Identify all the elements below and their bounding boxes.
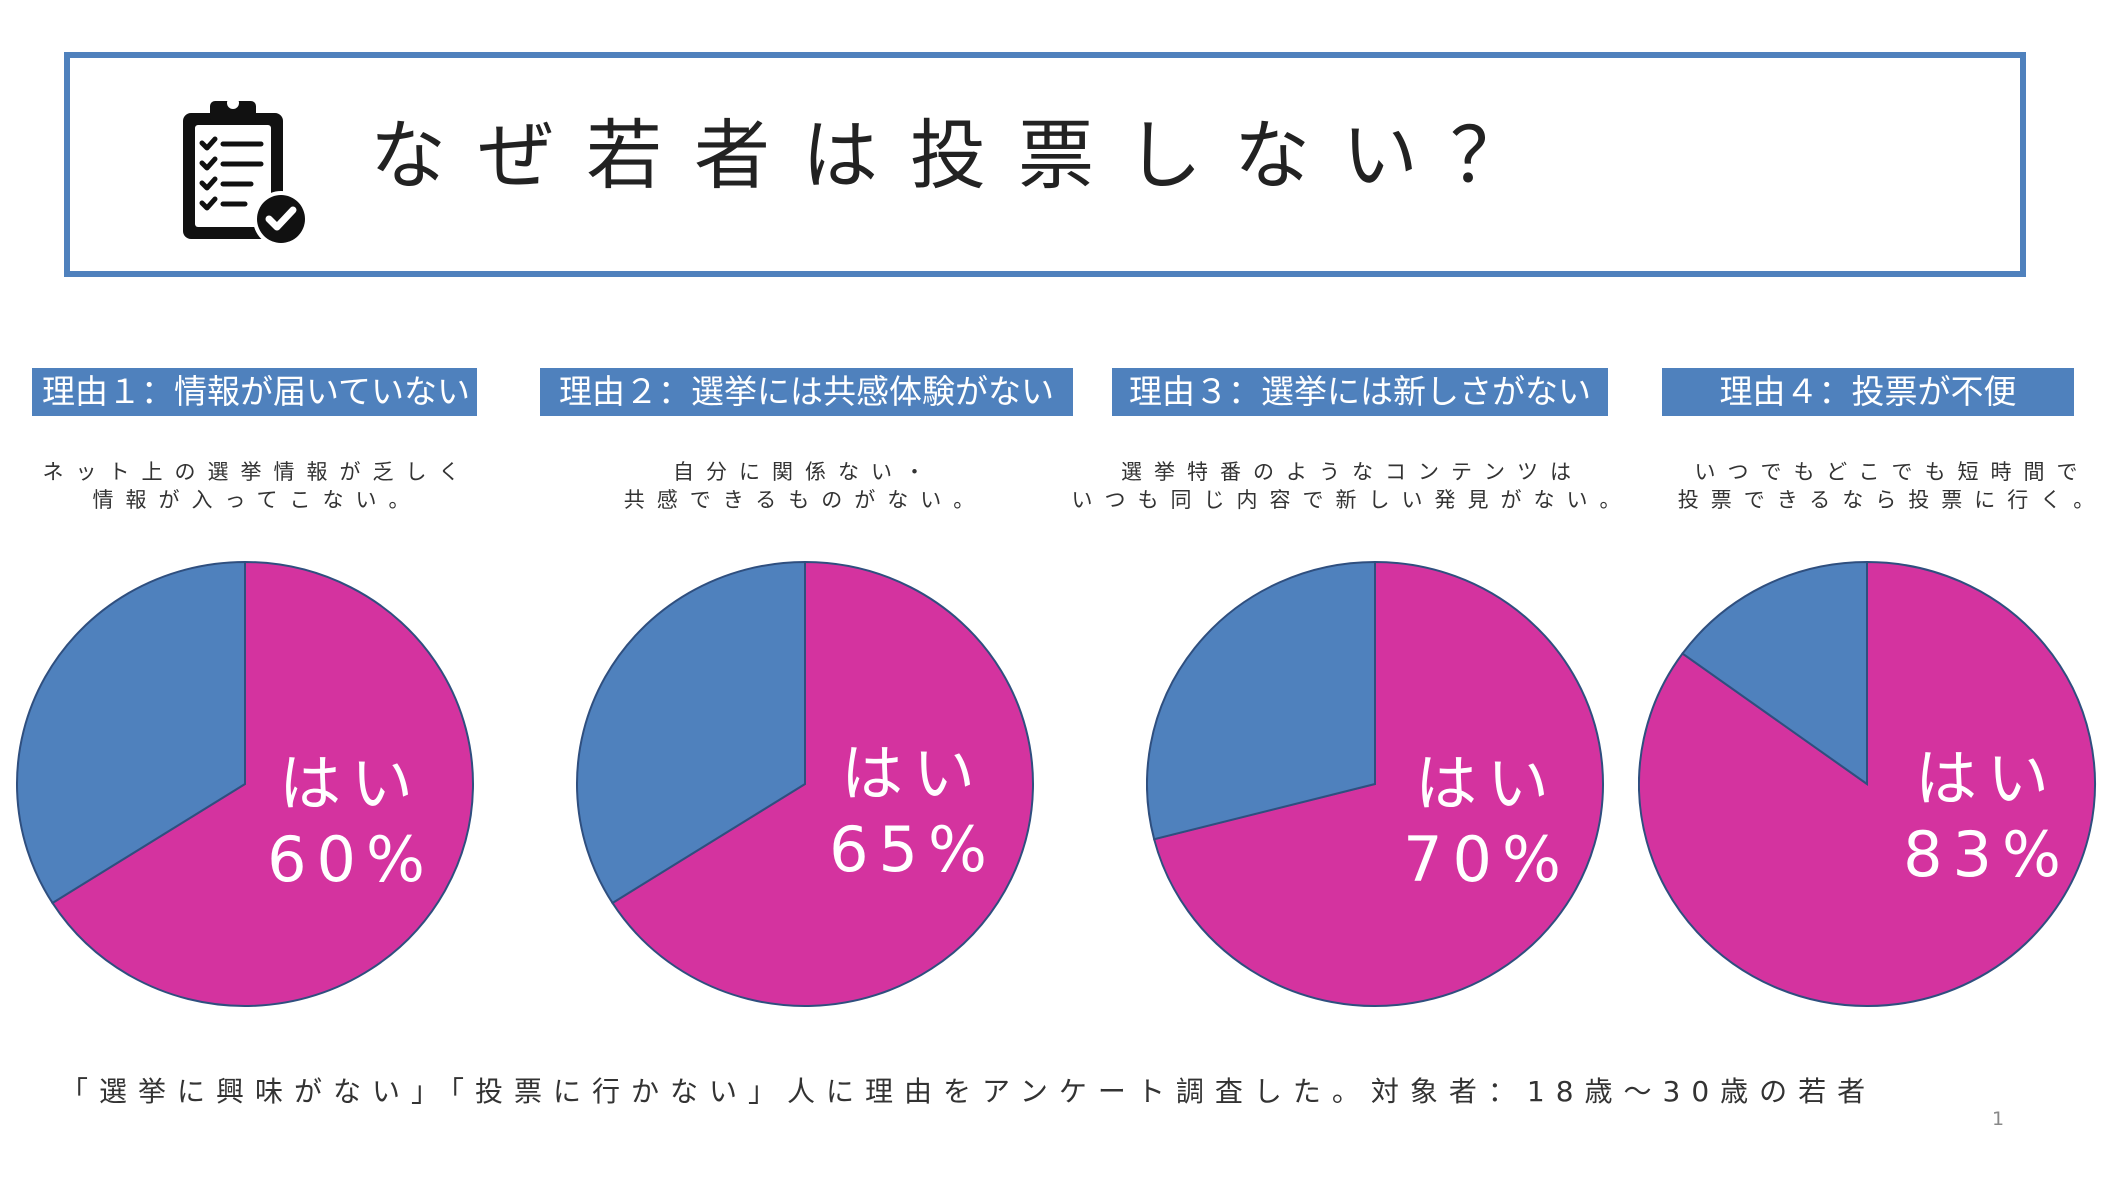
reason-description-3: 選挙特番のようなコンテンツは いつも同じ内容で新しい発見がない。 bbox=[1052, 458, 1652, 514]
reason-label-4: 理由４：投票が不便 bbox=[1662, 368, 2074, 416]
pie-slice-yes bbox=[51, 560, 474, 1007]
pie-label-word: はい bbox=[1414, 747, 1559, 820]
description-line: 投票できるなら投票に行く。 bbox=[1677, 488, 2107, 512]
pie-label-word: はい bbox=[840, 737, 985, 810]
pie-slice-other bbox=[1681, 560, 1868, 786]
description-line: いつでもどこでも短時間で bbox=[1694, 460, 2090, 484]
pie-slice-yes bbox=[1152, 560, 1604, 1007]
pie-chart-3 bbox=[1146, 560, 1604, 1007]
pie-slice-yes bbox=[611, 560, 1034, 1007]
title-box: なぜ若者は投票しない？ bbox=[64, 52, 2026, 277]
reason-description-2: 自分に関係ない・ 共感できるものがない。 bbox=[505, 458, 1105, 514]
pie-label-4: はい 83% bbox=[1882, 741, 2092, 893]
pie-label-1: はい 60% bbox=[246, 746, 456, 898]
pie-label-3: はい 70% bbox=[1382, 746, 1592, 898]
pie-label-word: はい bbox=[278, 747, 423, 820]
reason-label-2: 理由２：選挙には共感体験がない bbox=[540, 368, 1073, 416]
footnote: 「選挙に興味がない」「投票に行かない」人に理由をアンケート調査した。対象者：18… bbox=[60, 1075, 1877, 1108]
description-line: 情報が入ってこない。 bbox=[92, 488, 422, 512]
pie-slice-other bbox=[16, 560, 246, 905]
pie-label-word: はい bbox=[1914, 742, 2059, 815]
pie-slice-other bbox=[1146, 560, 1376, 841]
pie-chart-2 bbox=[576, 560, 1034, 1007]
description-line: いつも同じ内容で新しい発見がない。 bbox=[1071, 488, 1633, 512]
page-title: なぜ若者は投票しない？ bbox=[370, 111, 1558, 200]
page-number: 1 bbox=[1992, 1108, 2005, 1130]
reason-description-1: ネット上の選挙情報が乏しく 情報が入ってこない。 bbox=[0, 458, 557, 514]
reason-label-3: 理由３：選挙には新しさがない bbox=[1112, 368, 1608, 416]
pie-label-percent: 60% bbox=[267, 823, 435, 896]
pie-slice-other bbox=[576, 560, 806, 905]
description-line: ネット上の選挙情報が乏しく bbox=[42, 460, 472, 484]
description-line: 選挙特番のようなコンテンツは bbox=[1121, 460, 1583, 484]
pie-chart-4 bbox=[1638, 560, 2096, 1007]
reason-description-4: いつでもどこでも短時間で 投票できるなら投票に行く。 bbox=[1592, 458, 2110, 514]
pie-label-percent: 65% bbox=[829, 813, 997, 886]
pie-label-percent: 83% bbox=[1903, 818, 2071, 891]
pie-label-2: はい 65% bbox=[808, 736, 1018, 888]
description-line: 共感できるものがない。 bbox=[623, 488, 987, 512]
pie-label-percent: 70% bbox=[1403, 823, 1571, 896]
pie-chart-1 bbox=[16, 560, 474, 1007]
reason-label-1: 理由１：情報が届いていない bbox=[32, 368, 477, 416]
description-line: 自分に関係ない・ bbox=[673, 460, 937, 484]
clipboard-check-icon bbox=[183, 97, 309, 247]
